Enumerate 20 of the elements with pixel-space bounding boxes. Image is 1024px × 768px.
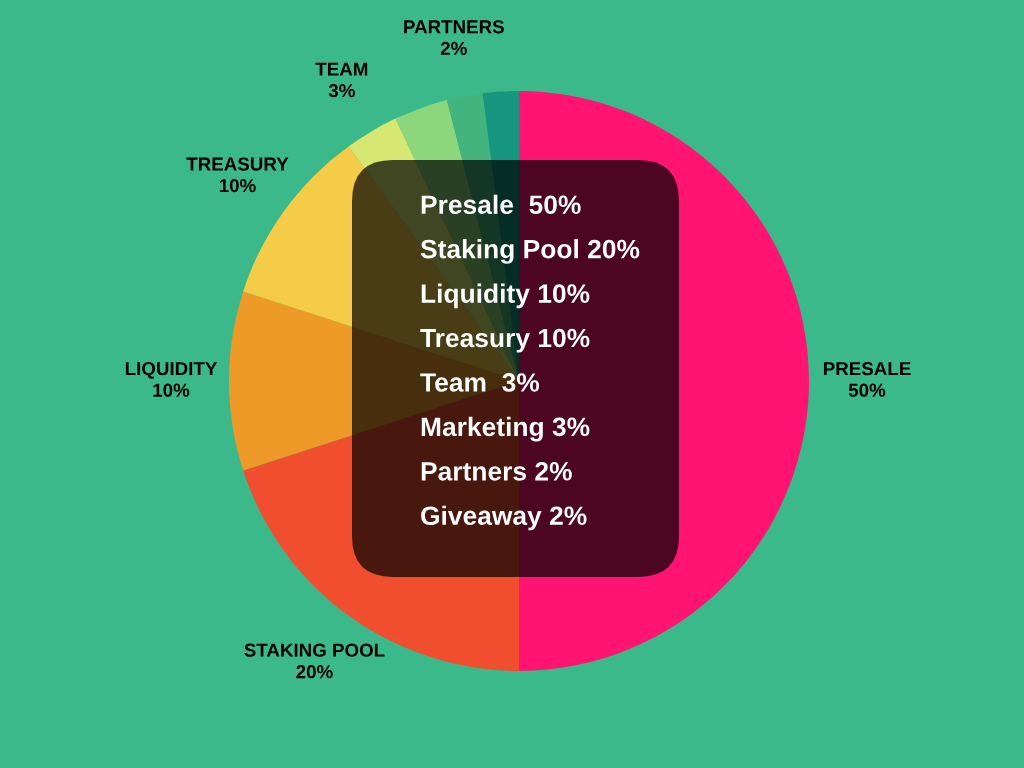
- text: Liquidity 10%: [421, 283, 590, 309]
- data-label: 20%: [296, 665, 333, 679]
- data-label: 3%: [328, 84, 355, 98]
- text: Marketing 3%: [421, 416, 590, 442]
- text: Giveaway 2%: [421, 505, 587, 531]
- text: Partners 2%: [421, 461, 572, 481]
- text: Team 3%: [420, 373, 540, 392]
- data-label: 2%: [440, 41, 467, 55]
- data-label: 10%: [153, 383, 190, 397]
- slice-label: TREASURY: [186, 157, 289, 171]
- slice-label: LIQUIDITY: [125, 361, 218, 379]
- data-label: 50%: [848, 383, 886, 397]
- slice-label: PRESALE: [823, 361, 911, 376]
- text: Treasury 10%: [420, 328, 590, 353]
- slice-label: STAKING POOL: [244, 643, 385, 657]
- slice-label: TEAM: [315, 62, 368, 76]
- text: Presale 50%: [421, 194, 581, 215]
- text: Staking Pool 20%: [420, 239, 640, 264]
- data-label: 10%: [219, 178, 256, 193]
- slice-label: PARTNERS: [404, 20, 504, 34]
